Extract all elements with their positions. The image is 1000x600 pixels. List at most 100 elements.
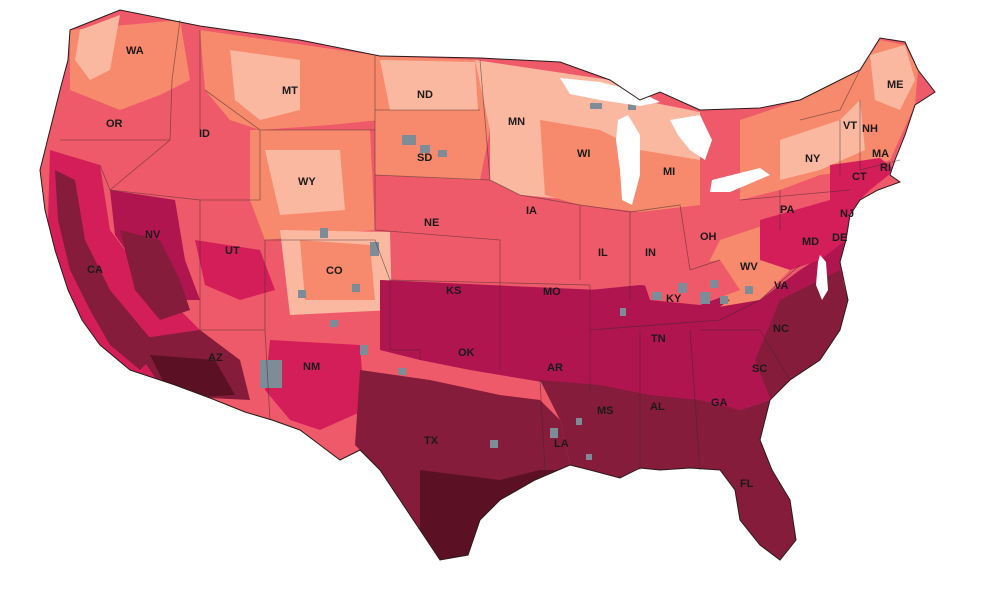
label-az: AZ	[208, 352, 223, 364]
us-outline	[39, 9, 936, 561]
label-id: ID	[199, 128, 210, 140]
no-data-co-3	[298, 290, 306, 298]
label-ct: CT	[852, 171, 867, 183]
label-co: CO	[326, 265, 343, 277]
no-data-sd-3	[438, 150, 447, 157]
region-nd-light	[380, 60, 478, 110]
no-data-sd	[402, 135, 416, 145]
no-data-ky-1	[652, 292, 662, 300]
region-nevada-south	[120, 230, 190, 320]
chesapeake-bay	[816, 255, 828, 300]
label-il: IL	[598, 247, 608, 259]
no-data-co-5	[330, 320, 338, 327]
no-data-nm-2	[360, 345, 368, 355]
region-ky-mid	[640, 260, 740, 305]
label-wi: WI	[577, 148, 590, 160]
label-tn: TN	[651, 333, 666, 345]
no-data-mi	[628, 100, 636, 110]
water-bodies	[560, 78, 828, 300]
label-la: LA	[554, 438, 569, 450]
label-ut: UT	[225, 245, 240, 257]
label-ca: CA	[87, 264, 103, 276]
label-sc: SC	[752, 363, 767, 375]
no-data-ky-5	[710, 280, 718, 288]
no-data-tn	[620, 308, 626, 316]
no-data-la-2	[576, 418, 582, 425]
label-ms: MS	[597, 405, 614, 417]
no-data-tx	[490, 440, 498, 448]
lake-erie	[710, 168, 770, 192]
region-wa-coast-light	[75, 15, 120, 80]
label-md: MD	[802, 236, 819, 248]
label-wa: WA	[126, 45, 144, 57]
label-wv: WV	[740, 261, 758, 273]
no-data-ky-2	[678, 283, 687, 293]
region-montana-light	[230, 50, 300, 120]
label-ma: MA	[872, 148, 889, 160]
label-vt: VT	[843, 120, 857, 132]
label-mt: MT	[282, 85, 298, 97]
no-data-areas	[260, 100, 753, 460]
label-ok: OK	[458, 347, 475, 359]
region-nm-south	[265, 340, 365, 430]
no-data-va	[745, 286, 753, 294]
label-al: AL	[650, 401, 665, 413]
label-oh: OH	[700, 231, 717, 243]
region-nyc-corridor	[830, 158, 895, 210]
label-mn: MN	[508, 116, 525, 128]
label-in: IN	[645, 247, 656, 259]
border-west-1	[60, 19, 391, 421]
region-ny-vt-light	[780, 100, 865, 180]
label-or: OR	[106, 118, 123, 130]
label-ga: GA	[711, 397, 728, 409]
region-maine-light	[870, 45, 915, 110]
label-ne: NE	[424, 217, 439, 229]
label-pa: PA	[780, 204, 795, 216]
label-ky: KY	[666, 293, 682, 305]
region-southeast-coast	[755, 270, 848, 398]
label-me: ME	[887, 79, 904, 91]
no-data-la-1	[550, 428, 558, 438]
region-wyoming-light	[265, 150, 345, 215]
region-southern-plains	[380, 240, 846, 410]
no-data-co-4	[352, 284, 360, 292]
label-ny: NY	[805, 153, 821, 165]
no-data-ok	[398, 368, 406, 375]
lake-huron	[670, 115, 712, 160]
label-ia: IA	[526, 205, 537, 217]
no-data-la-3	[586, 454, 592, 460]
label-de: DE	[832, 232, 847, 244]
lake-michigan	[616, 115, 640, 205]
label-nv: NV	[145, 229, 161, 241]
label-nd: ND	[417, 89, 433, 101]
label-tx: TX	[424, 435, 439, 447]
label-nm: NM	[303, 361, 320, 373]
label-nj: NJ	[840, 208, 854, 220]
label-ks: KS	[446, 285, 461, 297]
no-data-wi	[590, 103, 602, 109]
label-nh: NH	[862, 123, 878, 135]
label-mo: MO	[543, 286, 561, 298]
lake-superior	[560, 78, 660, 106]
no-data-sd-2	[420, 145, 430, 153]
region-utah-south	[195, 240, 275, 300]
no-data-co-1	[320, 228, 328, 238]
border-central	[374, 59, 721, 471]
label-ar: AR	[547, 362, 563, 374]
label-sd: SD	[417, 152, 432, 164]
region-ca-valley	[55, 170, 160, 370]
region-gulf-coast	[540, 380, 796, 560]
label-ri: RI	[880, 162, 891, 174]
state-borders	[60, 19, 901, 471]
no-data-co-2	[370, 242, 379, 256]
no-data-ky-3	[700, 292, 710, 304]
label-mi: MI	[663, 166, 675, 178]
state-labels: WA OR CA NV ID MT WY UT AZ CO NM ND SD N…	[87, 45, 904, 490]
region-mid-atlantic	[760, 200, 860, 270]
label-fl: FL	[740, 478, 754, 490]
no-data-ky-4	[720, 296, 728, 304]
label-va: VA	[774, 280, 789, 292]
border-east	[589, 69, 901, 471]
region-gulf-darkest	[420, 470, 560, 560]
